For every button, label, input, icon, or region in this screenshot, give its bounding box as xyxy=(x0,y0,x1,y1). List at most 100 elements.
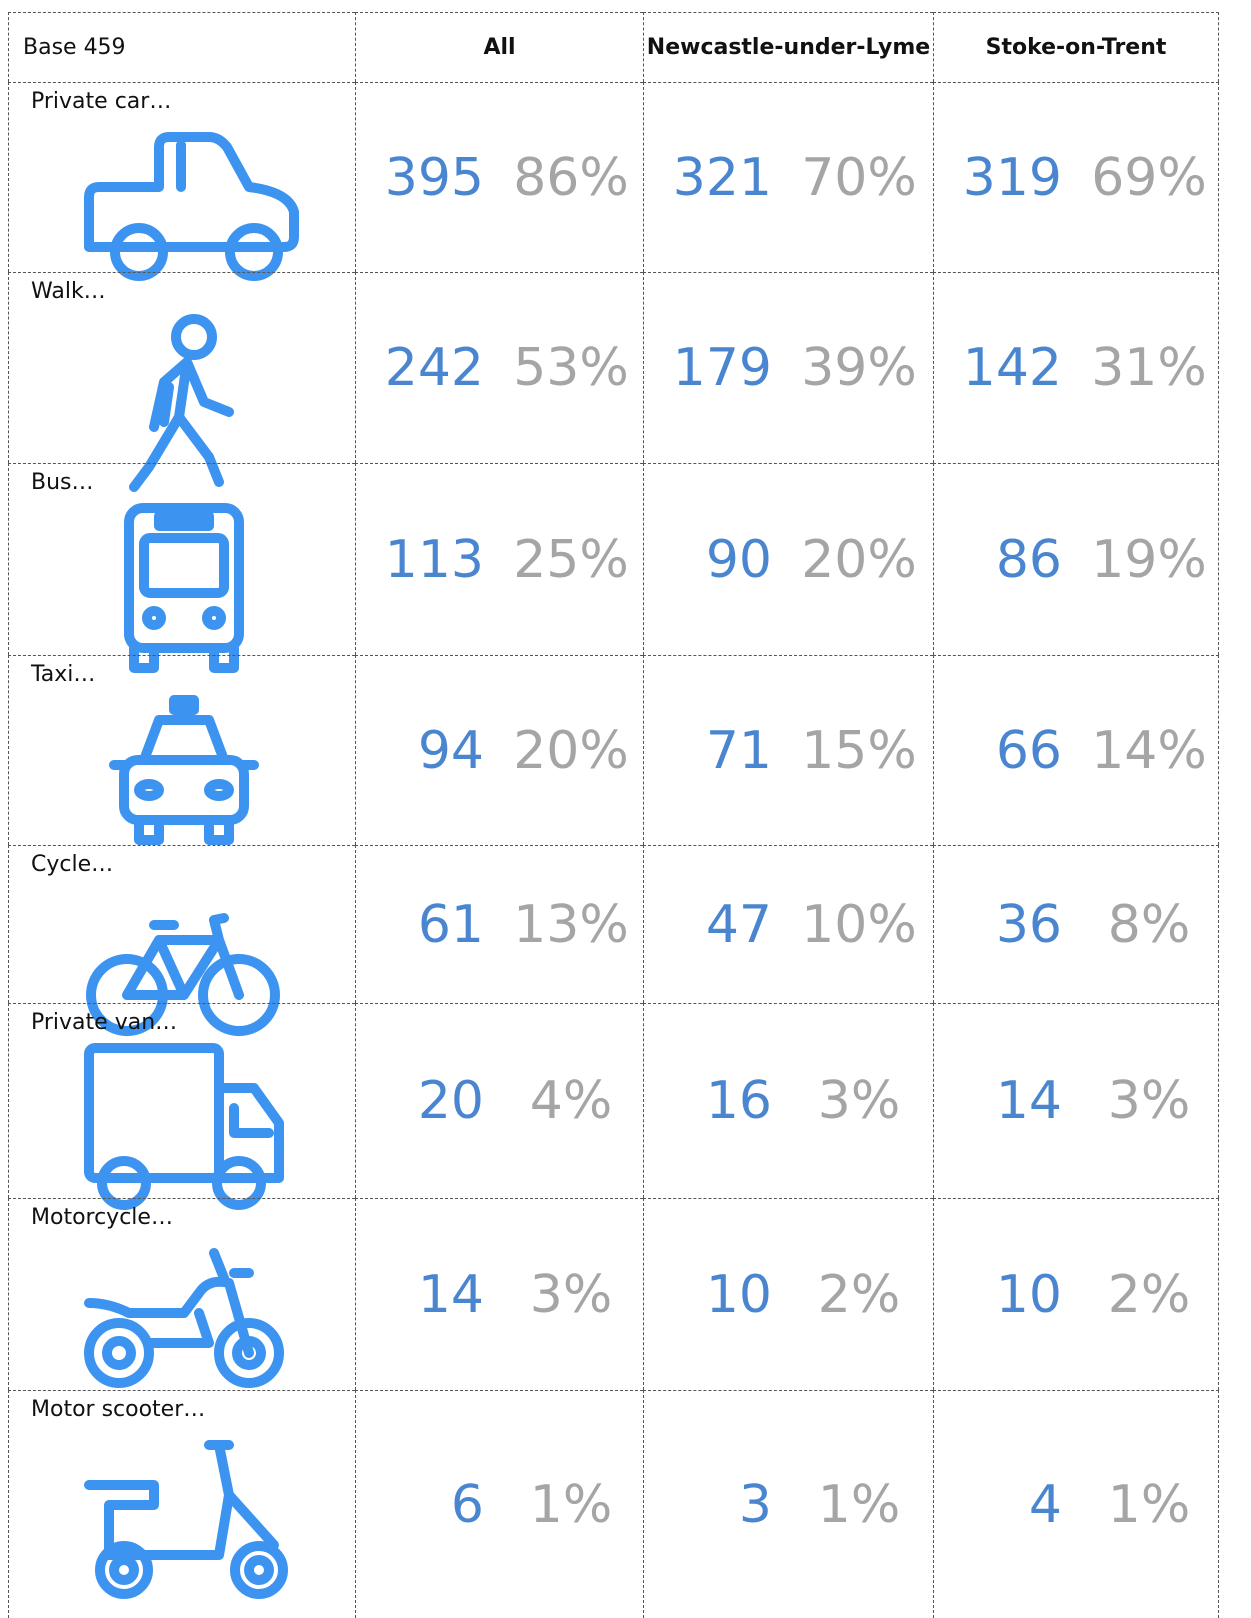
transport-icon xyxy=(109,695,259,845)
row-label: Walk… xyxy=(31,279,106,304)
row-label-cell: Taxi… xyxy=(8,655,355,845)
count: 4 xyxy=(1028,1474,1062,1535)
row-label: Private car… xyxy=(31,89,172,114)
value-cell: 14 3% xyxy=(355,1198,643,1390)
count: 10 xyxy=(705,1264,772,1325)
percentage: 1% xyxy=(529,1474,613,1535)
row-label-cell: Cycle… xyxy=(8,845,355,1036)
percentage: 70% xyxy=(801,147,917,208)
count: 14 xyxy=(417,1264,484,1325)
percentage: 3% xyxy=(817,1071,901,1131)
value-cell: 242 53% xyxy=(355,272,643,463)
percentage: 8% xyxy=(1107,894,1191,955)
value-cell: 10 2% xyxy=(933,1198,1219,1390)
value-cell: 94 20% xyxy=(355,655,643,845)
count: 321 xyxy=(672,147,772,208)
transport-icon xyxy=(84,1043,284,1210)
value-cell: 113 25% xyxy=(355,463,643,655)
percentage: 39% xyxy=(801,338,917,398)
count: 395 xyxy=(384,147,484,208)
value-cell: 47 10% xyxy=(643,845,933,1003)
header-cell: Stoke-on-Trent xyxy=(933,12,1219,82)
percentage: 2% xyxy=(817,1264,901,1325)
percentage: 4% xyxy=(529,1071,613,1131)
value-cell: 20 4% xyxy=(355,1003,643,1198)
transport-icon xyxy=(86,913,280,1036)
percentage: 2% xyxy=(1107,1264,1191,1325)
count: 3 xyxy=(738,1474,772,1535)
transport-icon xyxy=(84,1248,284,1388)
percentage: 13% xyxy=(513,894,629,955)
value-cell: 14 3% xyxy=(933,1003,1219,1198)
row-label-cell: Private van… xyxy=(8,1003,355,1210)
value-cell: 66 14% xyxy=(933,655,1219,845)
row-label-cell: Bus… xyxy=(8,463,355,673)
count: 242 xyxy=(384,338,484,398)
value-cell: 395 86% xyxy=(355,82,643,272)
percentage: 14% xyxy=(1091,720,1207,781)
value-cell: 10 2% xyxy=(643,1198,933,1390)
count: 94 xyxy=(417,720,484,781)
count: 16 xyxy=(705,1071,772,1131)
row-label-cell: Motorcycle… xyxy=(8,1198,355,1390)
count: 36 xyxy=(995,894,1062,955)
count: 61 xyxy=(417,894,484,955)
value-cell: 90 20% xyxy=(643,463,933,655)
row-label-cell: Motor scooter… xyxy=(8,1390,355,1618)
percentage: 3% xyxy=(1107,1071,1191,1131)
row-label-cell: Walk… xyxy=(8,272,355,492)
count: 14 xyxy=(995,1071,1062,1131)
value-cell: 6 1% xyxy=(355,1390,643,1618)
header-cell: Base 459 xyxy=(8,12,355,82)
value-cell: 3 1% xyxy=(643,1390,933,1618)
value-cell: 71 15% xyxy=(643,655,933,845)
transport-icon xyxy=(84,1440,288,1599)
value-cell: 86 19% xyxy=(933,463,1219,655)
count: 66 xyxy=(995,720,1062,781)
percentage: 20% xyxy=(513,720,629,781)
count: 47 xyxy=(705,894,772,955)
percentage: 1% xyxy=(817,1474,901,1535)
percentage: 19% xyxy=(1091,529,1207,590)
row-label: Motorcycle… xyxy=(31,1205,173,1230)
count: 86 xyxy=(995,529,1062,590)
row-label-cell: Private car… xyxy=(8,82,355,281)
count: 90 xyxy=(705,529,772,590)
count: 113 xyxy=(384,529,484,590)
percentage: 20% xyxy=(801,529,917,590)
value-cell: 4 1% xyxy=(933,1390,1219,1618)
row-label: Cycle… xyxy=(31,852,114,877)
value-cell: 179 39% xyxy=(643,272,933,463)
percentage: 53% xyxy=(513,338,629,398)
count: 10 xyxy=(995,1264,1062,1325)
count: 319 xyxy=(962,147,1062,208)
value-cell: 36 8% xyxy=(933,845,1219,1003)
transport-icon xyxy=(84,132,299,281)
percentage: 25% xyxy=(513,529,629,590)
value-cell: 321 70% xyxy=(643,82,933,272)
percentage: 1% xyxy=(1107,1474,1191,1535)
row-label: Private van… xyxy=(31,1010,178,1035)
row-label: Motor scooter… xyxy=(31,1397,206,1422)
count: 142 xyxy=(962,338,1062,398)
value-cell: 61 13% xyxy=(355,845,643,1003)
row-label: Taxi… xyxy=(31,662,96,687)
count: 179 xyxy=(672,338,772,398)
value-cell: 16 3% xyxy=(643,1003,933,1198)
percentage: 31% xyxy=(1091,338,1207,398)
value-cell: 319 69% xyxy=(933,82,1219,272)
count: 20 xyxy=(417,1071,484,1131)
value-cell: 142 31% xyxy=(933,272,1219,463)
percentage: 3% xyxy=(529,1264,613,1325)
count: 71 xyxy=(705,720,772,781)
transport-icon xyxy=(124,503,244,673)
row-label: Bus… xyxy=(31,470,94,495)
percentage: 15% xyxy=(801,720,917,781)
transport-icon xyxy=(129,314,234,492)
count: 6 xyxy=(450,1474,484,1535)
percentage: 86% xyxy=(513,147,629,208)
header-cell: Newcastle-under-Lyme xyxy=(643,12,933,82)
percentage: 69% xyxy=(1091,147,1207,208)
percentage: 10% xyxy=(801,894,917,955)
